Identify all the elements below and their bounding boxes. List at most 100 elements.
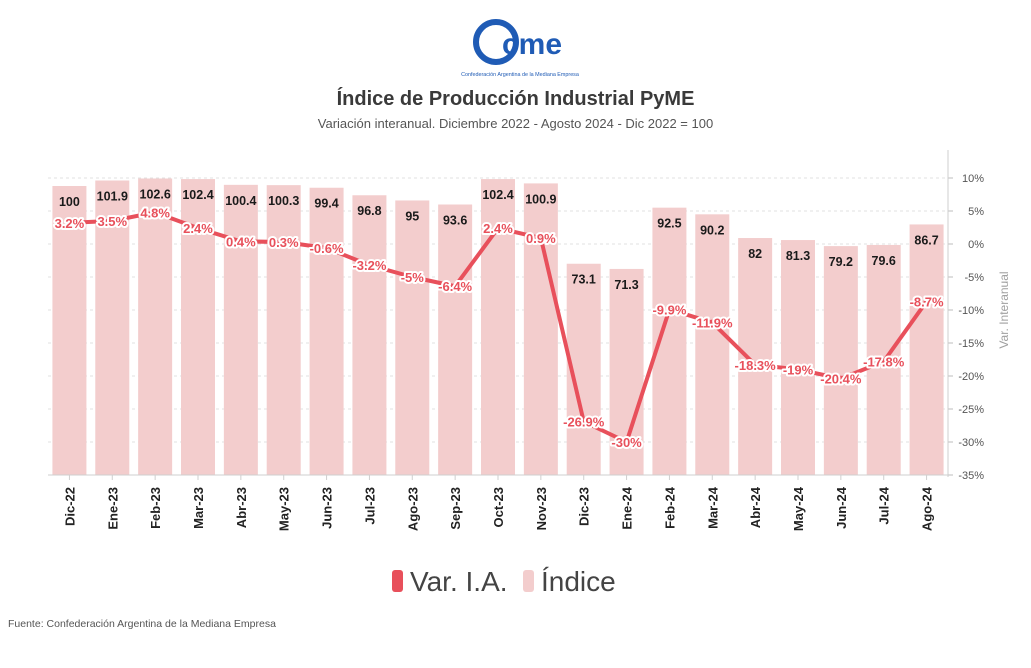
var-ia-point-label: 2.4% — [483, 221, 513, 236]
bar-value-label: 73.1 — [572, 273, 596, 287]
x-tick-label: Ago-23 — [405, 487, 420, 531]
var-ia-point-label: -11.9% — [692, 316, 733, 331]
var-ia-point-label: 0.9% — [526, 231, 556, 246]
bar-value-label: 96.8 — [357, 204, 381, 218]
y2-tick-label: 0% — [968, 239, 984, 251]
var-ia-point — [66, 219, 73, 226]
legend-swatch-var-ia — [392, 570, 403, 592]
x-tick-label: Feb-24 — [662, 486, 677, 529]
bar — [95, 180, 130, 475]
bar-value-label: 95 — [405, 209, 419, 223]
var-ia-point-label: -3.2% — [352, 258, 386, 273]
var-ia-point — [623, 439, 630, 445]
legend-swatch-indice — [523, 570, 534, 592]
logo-tagline: Confederación Argentina de la Mediana Em… — [461, 72, 579, 78]
x-tick-label: Ene-23 — [105, 487, 120, 530]
x-tick-label: Jun-23 — [320, 487, 335, 529]
legend-label-indice: Índice — [541, 566, 616, 597]
var-ia-point — [195, 225, 201, 232]
bar-value-label: 79.2 — [829, 255, 853, 269]
var-ia-point-label: 0.3% — [269, 235, 299, 250]
cme-logo: cme Confederación Argentina de la Median… — [461, 19, 579, 78]
x-tick-label: Oct-23 — [491, 487, 506, 527]
x-tick-label: Mar-23 — [191, 487, 206, 529]
var-ia-point-label: 0.4% — [226, 234, 256, 249]
var-ia-point-label: -8.7% — [910, 294, 944, 309]
bar — [695, 214, 730, 475]
source-note: Fuente: Confederación Argentina de la Me… — [8, 618, 276, 630]
x-tick-label: May-24 — [791, 486, 806, 531]
bar-value-label: 92.5 — [657, 217, 681, 231]
bar-value-label: 100 — [59, 195, 80, 209]
bar-value-label: 79.6 — [872, 254, 896, 268]
x-tick-label: Jun-24 — [834, 486, 849, 529]
var-ia-point — [580, 418, 587, 425]
var-ia-point-label: -20.4% — [820, 372, 862, 387]
var-ia-point — [709, 319, 716, 326]
var-ia-point — [409, 274, 416, 280]
bar-value-label: 86.7 — [914, 233, 938, 247]
var-ia-point-label: -30% — [611, 435, 642, 450]
bar-value-label: 82 — [748, 247, 762, 261]
bar-value-label: 100.9 — [525, 192, 556, 206]
x-tick-label: Dic-23 — [577, 487, 592, 526]
bar — [823, 246, 858, 475]
y2-tick-label: -5% — [964, 272, 984, 284]
var-ia-point — [666, 306, 673, 313]
bar-value-label: 90.2 — [700, 223, 724, 237]
legend-layer: Var. I.A. Índice — [392, 566, 616, 597]
chart-title: Índice de Producción Industrial PyME — [336, 88, 695, 110]
var-ia-point — [795, 366, 801, 373]
var-ia-point — [495, 225, 501, 232]
logo-ring — [473, 19, 519, 65]
var-ia-point — [280, 239, 287, 246]
var-ia-point — [837, 375, 844, 382]
bar-label-layer: 100 101.9 102.6 102.4 100.4 100.3 99.4 96.8 95 93… — [59, 187, 939, 291]
bar-value-label: 71.3 — [614, 278, 638, 292]
bar — [309, 187, 344, 475]
y2-tick-label: 10% — [962, 173, 984, 185]
line-layer — [66, 209, 930, 445]
var-ia-point — [452, 283, 459, 290]
y2-tick-label: -25% — [958, 404, 984, 416]
var-ia-point-label: -17.8% — [863, 354, 905, 369]
bar-value-label: 99.4 — [314, 197, 338, 211]
var-ia-point-label: 4.8% — [140, 205, 170, 220]
y2-tick-label: -20% — [958, 371, 984, 383]
x-tick-label: Jul-24 — [877, 486, 892, 524]
x-tick-label: Dic-22 — [62, 487, 77, 526]
legend-label-var-ia: Var. I.A. — [410, 566, 508, 597]
var-ia-point-label: -18.3% — [735, 358, 777, 373]
x-tick-label: Ene-24 — [620, 486, 635, 529]
bar — [781, 240, 815, 475]
chart-subtitle: Variación interanual. Diciembre 2022 - A… — [317, 116, 714, 131]
bar-value-label: 93.6 — [443, 213, 467, 227]
y2-tick-label: -30% — [958, 437, 984, 449]
bar-value-label: 102.6 — [140, 187, 171, 201]
bar — [223, 184, 258, 475]
var-ia-point — [537, 235, 544, 242]
bar — [395, 200, 430, 475]
var-ia-point — [109, 217, 116, 224]
y2-tick-label: -10% — [958, 305, 984, 317]
x-tick-label: Nov-23 — [534, 487, 549, 530]
var-ia-point-label: -19% — [783, 362, 814, 377]
bar — [738, 238, 773, 475]
x-tick-label: Sep-23 — [448, 487, 463, 530]
x-tick-label: May-23 — [277, 487, 292, 531]
bar — [438, 204, 473, 475]
x-tick-label: Jul-23 — [362, 487, 377, 525]
var-ia-point-label: -5% — [401, 270, 425, 285]
bar — [523, 183, 558, 476]
point-label-layer: 3.2% 3.5% 4.8% 2.4% 0.4% 0.3% -0.6% -3.2% -5% -6.… — [53, 203, 946, 452]
bar-layer — [52, 178, 944, 476]
var-ia-point-label: -0.6% — [310, 241, 344, 256]
bar-value-label: 81.3 — [786, 249, 810, 263]
bar-value-label: 100.4 — [225, 194, 256, 208]
x-tick-label: Abr-23 — [234, 487, 249, 528]
bar — [266, 185, 301, 475]
var-ia-point — [923, 298, 930, 305]
y2-axis-title: Var. Interanual — [997, 271, 1011, 348]
y2-tick-label: -35% — [958, 470, 984, 482]
